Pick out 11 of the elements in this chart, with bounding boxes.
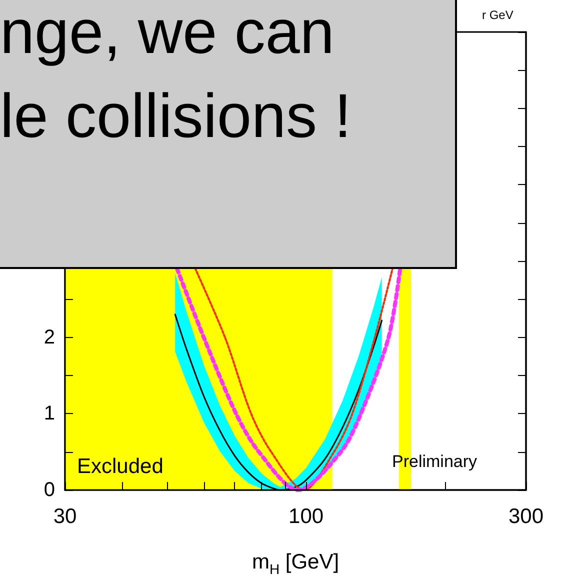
x-tick-label: 100 bbox=[288, 505, 324, 528]
text-box: nge, we can le collisions ! bbox=[0, 0, 457, 269]
y-tick-label: 0 bbox=[44, 479, 55, 501]
annotation: le collisions ! bbox=[0, 81, 352, 153]
text: r GeV bbox=[482, 8, 514, 22]
x-tick-label: 30 bbox=[53, 505, 77, 528]
band-label: Excluded bbox=[77, 455, 164, 479]
y-tick-label: 1 bbox=[44, 402, 55, 425]
y-tick-label: 2 bbox=[44, 326, 55, 348]
x-tick-label: 300 bbox=[508, 505, 544, 528]
annotation: nge, we can bbox=[0, 0, 334, 69]
